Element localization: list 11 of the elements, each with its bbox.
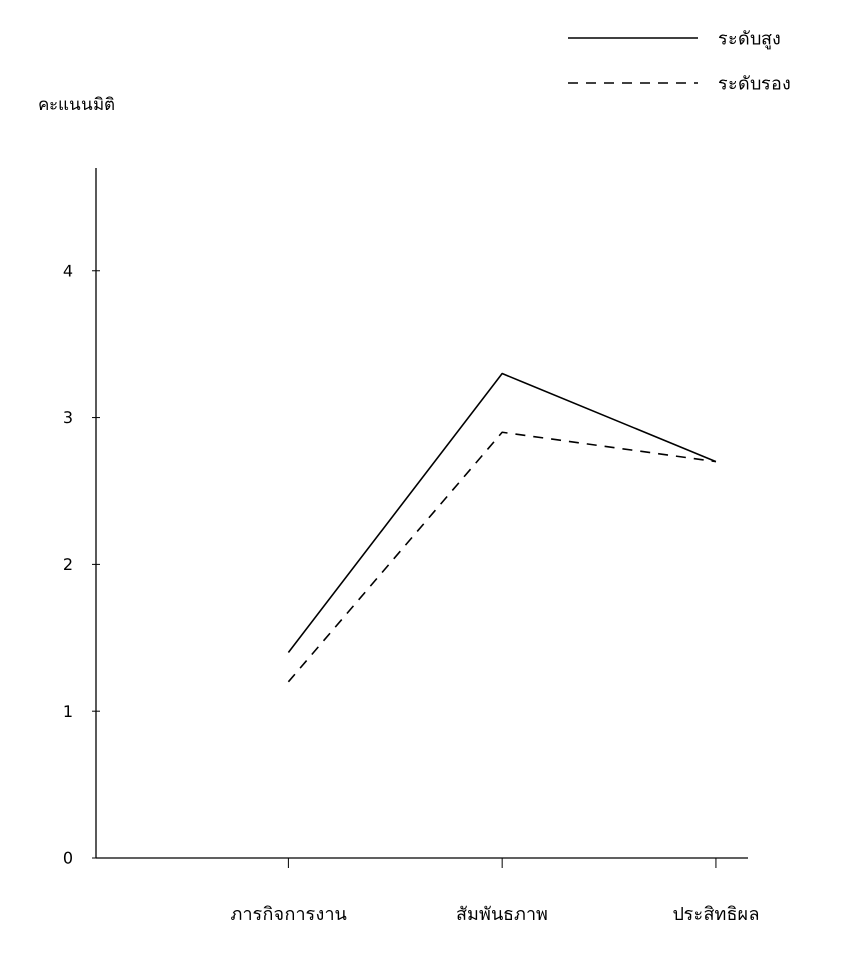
y-tick-label: 0 xyxy=(62,848,74,868)
y-tick-label: 1 xyxy=(62,702,74,721)
x-tick-label: ประสิทธิผล xyxy=(672,904,760,925)
x-tick-label: ภารกิจการงาน xyxy=(230,904,346,925)
x-tick-label: สัมพันธภาพ xyxy=(456,904,548,925)
text: ระดับรอง xyxy=(718,73,791,94)
y-axis-title: คะแนนมิติ xyxy=(38,95,115,115)
text: ระดับสูง xyxy=(718,28,781,50)
y-tick-label: 2 xyxy=(62,554,74,574)
y-tick-label: 4 xyxy=(62,261,74,280)
y-tick-label: 3 xyxy=(62,408,74,428)
